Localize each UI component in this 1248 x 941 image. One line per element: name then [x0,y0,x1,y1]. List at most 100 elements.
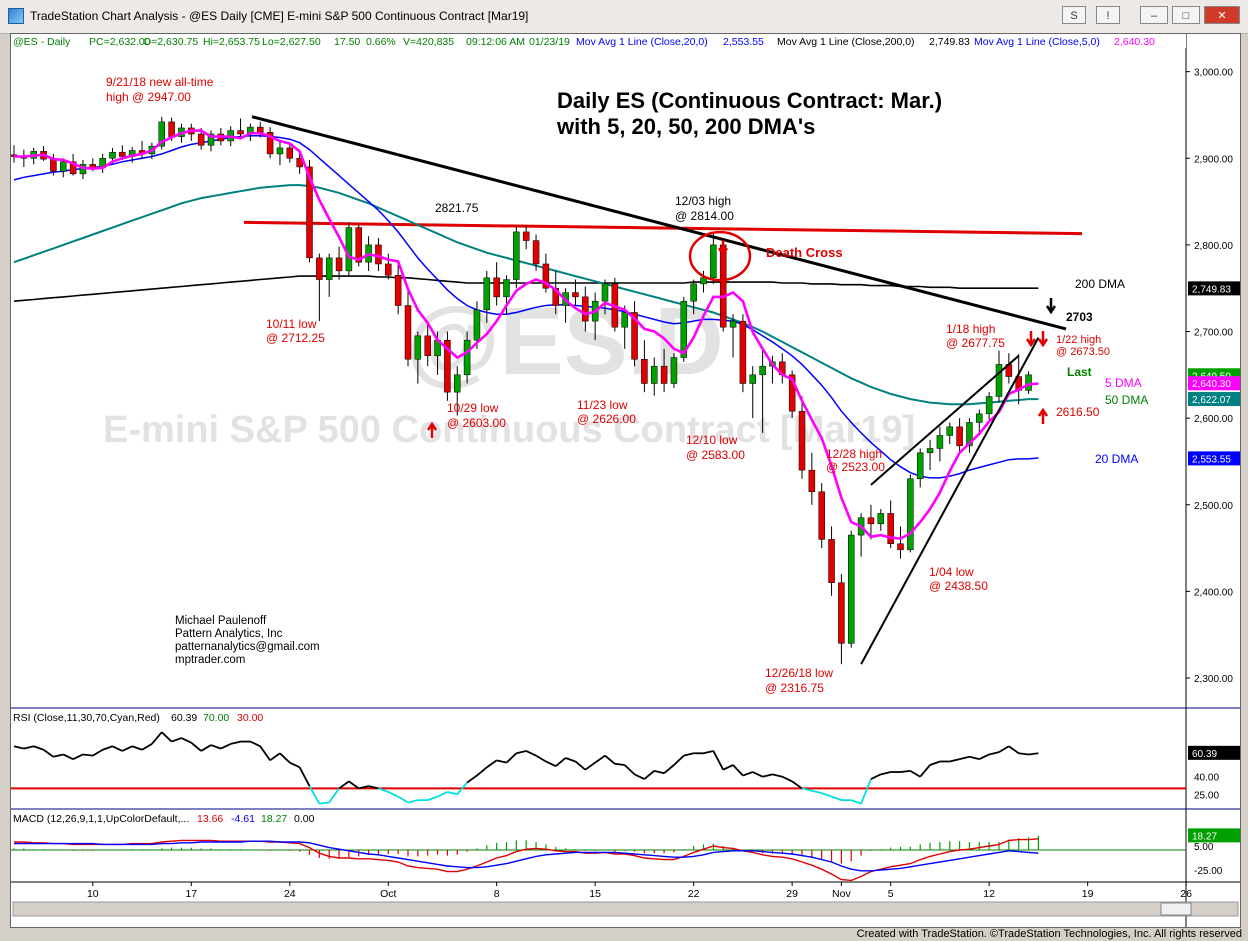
minimize-button[interactable]: – [1140,6,1168,24]
maximize-button[interactable]: □ [1172,6,1200,24]
jan18-down-arrow [1025,331,1037,348]
candle-body [848,534,855,644]
candle [719,243,727,332]
rsi-segment [604,754,616,765]
wedge-upper-line [870,355,1020,486]
rsi-segment [545,760,557,767]
rsi-segment [683,752,694,757]
rsi-segment [516,750,527,755]
dec28-label-line1: 12/28 high [826,447,882,461]
rsi-segment [831,795,842,801]
rsi-segment [319,801,330,805]
candle-body [739,320,747,384]
price-tick-label: 2,800.00 [1194,241,1233,252]
candle [237,118,244,138]
candle-body [109,151,116,159]
oct11-label-line1: 10/11 low [266,317,317,331]
rsi-segment [505,752,517,764]
status-change-pct: 0.66% [366,36,396,48]
rsi-segment [338,780,350,790]
close-button[interactable]: ✕ [1204,6,1240,24]
footer-bar: Created with TradeStation. ©TradeStation… [0,928,1248,941]
candle [621,305,628,349]
candle [79,160,87,180]
level-2703-arrow [1045,298,1057,315]
price-tick-label: 2,500.00 [1194,501,1233,512]
candle [552,270,559,315]
candle [582,286,589,332]
status-ma20-label: Mov Avg 1 Line (Close,20,0) [576,36,708,48]
candle [375,237,382,271]
candle [631,301,638,367]
price-label: 2,553.55 [1188,451,1240,466]
candle [414,331,422,384]
candle [1005,353,1013,384]
rsi-segment [200,744,212,752]
candle-body [631,312,638,360]
rsi-segment [988,751,1000,756]
level-2821-label: 2821.75 [435,201,479,215]
candle-body [651,365,658,384]
candle-body [798,410,806,471]
candle [838,574,845,665]
rsi-segment [328,787,340,804]
price-tick-label: 2,300.00 [1194,674,1233,685]
candle [60,158,67,178]
alert-button[interactable]: ! [1096,6,1120,24]
symbol-link-button[interactable]: S [1062,6,1086,24]
candle [542,253,550,293]
scrollbar-thumb[interactable] [1160,902,1192,916]
rsi-segment [121,745,133,752]
rsi-segment [486,759,498,769]
rsi-segment [358,785,369,790]
rsi-segment [43,749,54,758]
candle [857,513,865,557]
rsi-segment [72,753,84,760]
price-label: 2,640.30 [1188,376,1240,391]
histogram-value: 18.27 [261,813,287,825]
jan04-label-line1: 1/04 low [929,565,974,579]
status-ma200-value: 2,749.83 [929,36,970,48]
rsi-segment [397,795,409,804]
candle-body [700,277,707,285]
candle [424,322,431,367]
annotations: 9/21/18 new all-time high @ 2947.00 2821… [106,75,1148,695]
candle-body [690,283,697,302]
rsi-segment [525,750,537,757]
price-label-text: 2,553.55 [1192,454,1231,465]
candle-body [483,277,491,311]
rsi-segment [732,764,744,777]
rsi-segment [230,740,241,745]
candle-body [473,309,481,341]
jan04-label-line2: @ 2438.50 [929,579,988,593]
rsi-segment [53,753,64,758]
chart-canvas[interactable]: @ES.D E-mini S&P 500 Continuous Contract… [0,34,1240,927]
rsi-segment [594,754,606,764]
rsi-segment [880,771,891,776]
candle-body [493,277,500,298]
ma20-annotation: 20 DMA [1095,452,1138,466]
author-website: mptrader.com [175,654,245,666]
status-low: Lo=2,627.50 [262,36,321,48]
candle-body [522,231,530,241]
ma20-line [13,135,1039,479]
candle [483,270,491,323]
candle-body [877,513,885,525]
rsi-segment [959,755,970,761]
candle-body [867,517,875,525]
app-icon [8,8,24,24]
candle-body [503,279,510,298]
rsi-segment [437,791,448,798]
rsi-segment [466,774,478,784]
candle-body [424,335,431,357]
rsi-segment [978,753,990,760]
time-tick-label: 19 [1082,888,1094,900]
candle-body [582,296,589,322]
price-label-text: 2,640.30 [1192,379,1231,390]
rsi-segment [712,750,724,771]
price-label: 2,749.83 [1188,281,1240,296]
candle-body [237,130,244,135]
rsi-segment [112,745,123,752]
candle-body [335,257,343,272]
rsi-segment [62,753,74,760]
